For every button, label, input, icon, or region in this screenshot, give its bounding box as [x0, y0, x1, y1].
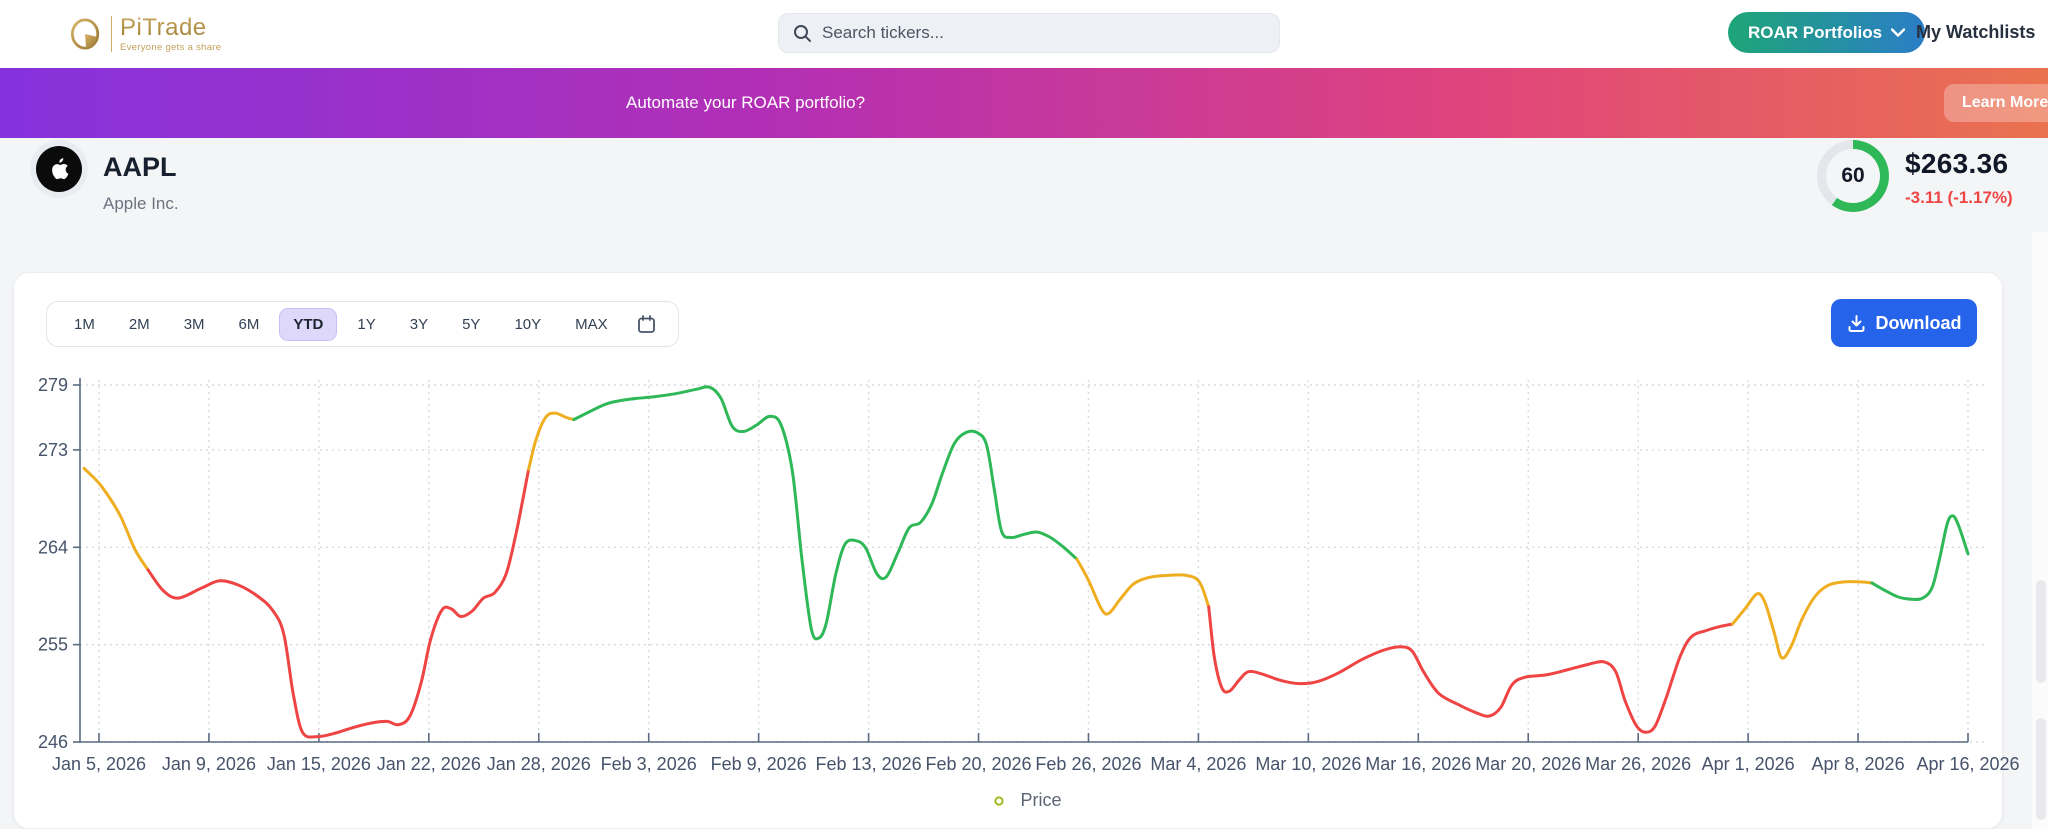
- svg-text:Mar 16, 2026: Mar 16, 2026: [1365, 754, 1471, 774]
- stock-company-name: Apple Inc.: [103, 194, 179, 213]
- svg-text:279: 279: [38, 375, 68, 395]
- roar-portfolios-button[interactable]: ROAR Portfolios: [1728, 12, 1926, 53]
- svg-text:Mar 26, 2026: Mar 26, 2026: [1585, 754, 1691, 774]
- search-icon: [794, 24, 811, 42]
- chevron-down-icon: [1891, 28, 1906, 37]
- stock-price: $263.36: [1905, 148, 2009, 179]
- stock-logo-badge: [30, 140, 88, 198]
- svg-text:Mar 4, 2026: Mar 4, 2026: [1150, 754, 1246, 774]
- app-title: PiTrade: [120, 15, 221, 40]
- pitrade-logo-icon: [70, 18, 100, 50]
- stock-price-change: -3.11 (-1.17%): [1905, 188, 2013, 207]
- svg-text:264: 264: [38, 537, 68, 557]
- my-watchlists-link[interactable]: My Watchlists: [1916, 22, 2036, 42]
- svg-text:Jan 9, 2026: Jan 9, 2026: [162, 754, 256, 774]
- svg-text:Jan 22, 2026: Jan 22, 2026: [377, 754, 481, 774]
- svg-text:Apr 1, 2026: Apr 1, 2026: [1702, 754, 1795, 774]
- range-3m[interactable]: 3M: [171, 309, 218, 340]
- price-legend-icon: [987, 795, 1012, 806]
- pitrade-logo[interactable]: PiTrade Everyone gets a share: [70, 12, 221, 56]
- score-gauge: 60: [1817, 140, 1889, 212]
- range-1m[interactable]: 1M: [61, 309, 108, 340]
- svg-text:Jan 5, 2026: Jan 5, 2026: [52, 754, 146, 774]
- range-3y[interactable]: 3Y: [397, 309, 441, 340]
- range-ytd[interactable]: YTD: [279, 307, 338, 341]
- svg-text:Mar 10, 2026: Mar 10, 2026: [1255, 754, 1361, 774]
- logo-divider: [111, 16, 112, 52]
- range-2m[interactable]: 2M: [116, 309, 163, 340]
- chart-card: 1M 2M 3M 6M YTD 1Y 3Y 5Y 10Y MAX Download: [13, 272, 2003, 829]
- svg-text:Jan 15, 2026: Jan 15, 2026: [267, 754, 371, 774]
- range-max[interactable]: MAX: [562, 309, 621, 340]
- svg-text:246: 246: [38, 732, 68, 752]
- learn-more-button[interactable]: Learn More: [1944, 84, 2048, 122]
- svg-text:255: 255: [38, 635, 68, 655]
- svg-text:Feb 3, 2026: Feb 3, 2026: [601, 754, 697, 774]
- calendar-icon[interactable]: [629, 310, 664, 339]
- legend-price-label: Price: [1020, 790, 1062, 810]
- roar-portfolios-label: ROAR Portfolios: [1748, 22, 1883, 42]
- download-label: Download: [1875, 312, 1962, 333]
- apple-logo-icon: [36, 146, 82, 192]
- range-1y[interactable]: 1Y: [344, 309, 388, 340]
- search-box[interactable]: [778, 13, 1280, 53]
- scrollbar-thumb[interactable]: [2036, 580, 2046, 683]
- search-input[interactable]: [822, 23, 1265, 43]
- svg-text:Feb 9, 2026: Feb 9, 2026: [711, 754, 807, 774]
- range-5y[interactable]: 5Y: [449, 309, 493, 340]
- stock-symbol: AAPL: [103, 152, 177, 182]
- top-header: PiTrade Everyone gets a share ROAR Portf…: [0, 0, 2048, 68]
- svg-text:Apr 16, 2026: Apr 16, 2026: [1916, 754, 2019, 774]
- promo-banner: Automate your ROAR portfolio?: [0, 68, 2048, 138]
- svg-text:Apr 8, 2026: Apr 8, 2026: [1812, 754, 1905, 774]
- svg-text:Mar 20, 2026: Mar 20, 2026: [1475, 754, 1581, 774]
- svg-text:273: 273: [38, 440, 68, 460]
- svg-text:Jan 28, 2026: Jan 28, 2026: [487, 754, 591, 774]
- app-tagline: Everyone gets a share: [120, 41, 222, 53]
- svg-text:Feb 26, 2026: Feb 26, 2026: [1035, 754, 1141, 774]
- scrollbar-thumb[interactable]: [2036, 718, 2046, 820]
- score-value: 60: [1826, 149, 1880, 203]
- range-10y[interactable]: 10Y: [501, 309, 554, 340]
- range-6m[interactable]: 6M: [226, 309, 273, 340]
- range-selector: 1M 2M 3M 6M YTD 1Y 3Y 5Y 10Y MAX: [46, 301, 679, 347]
- download-icon: [1848, 314, 1864, 332]
- promo-banner-text: Automate your ROAR portfolio?: [626, 93, 866, 112]
- chart-legend: Price: [0, 790, 2048, 811]
- svg-text:Feb 13, 2026: Feb 13, 2026: [816, 754, 922, 774]
- svg-text:Feb 20, 2026: Feb 20, 2026: [925, 754, 1031, 774]
- download-button[interactable]: Download: [1831, 299, 1977, 347]
